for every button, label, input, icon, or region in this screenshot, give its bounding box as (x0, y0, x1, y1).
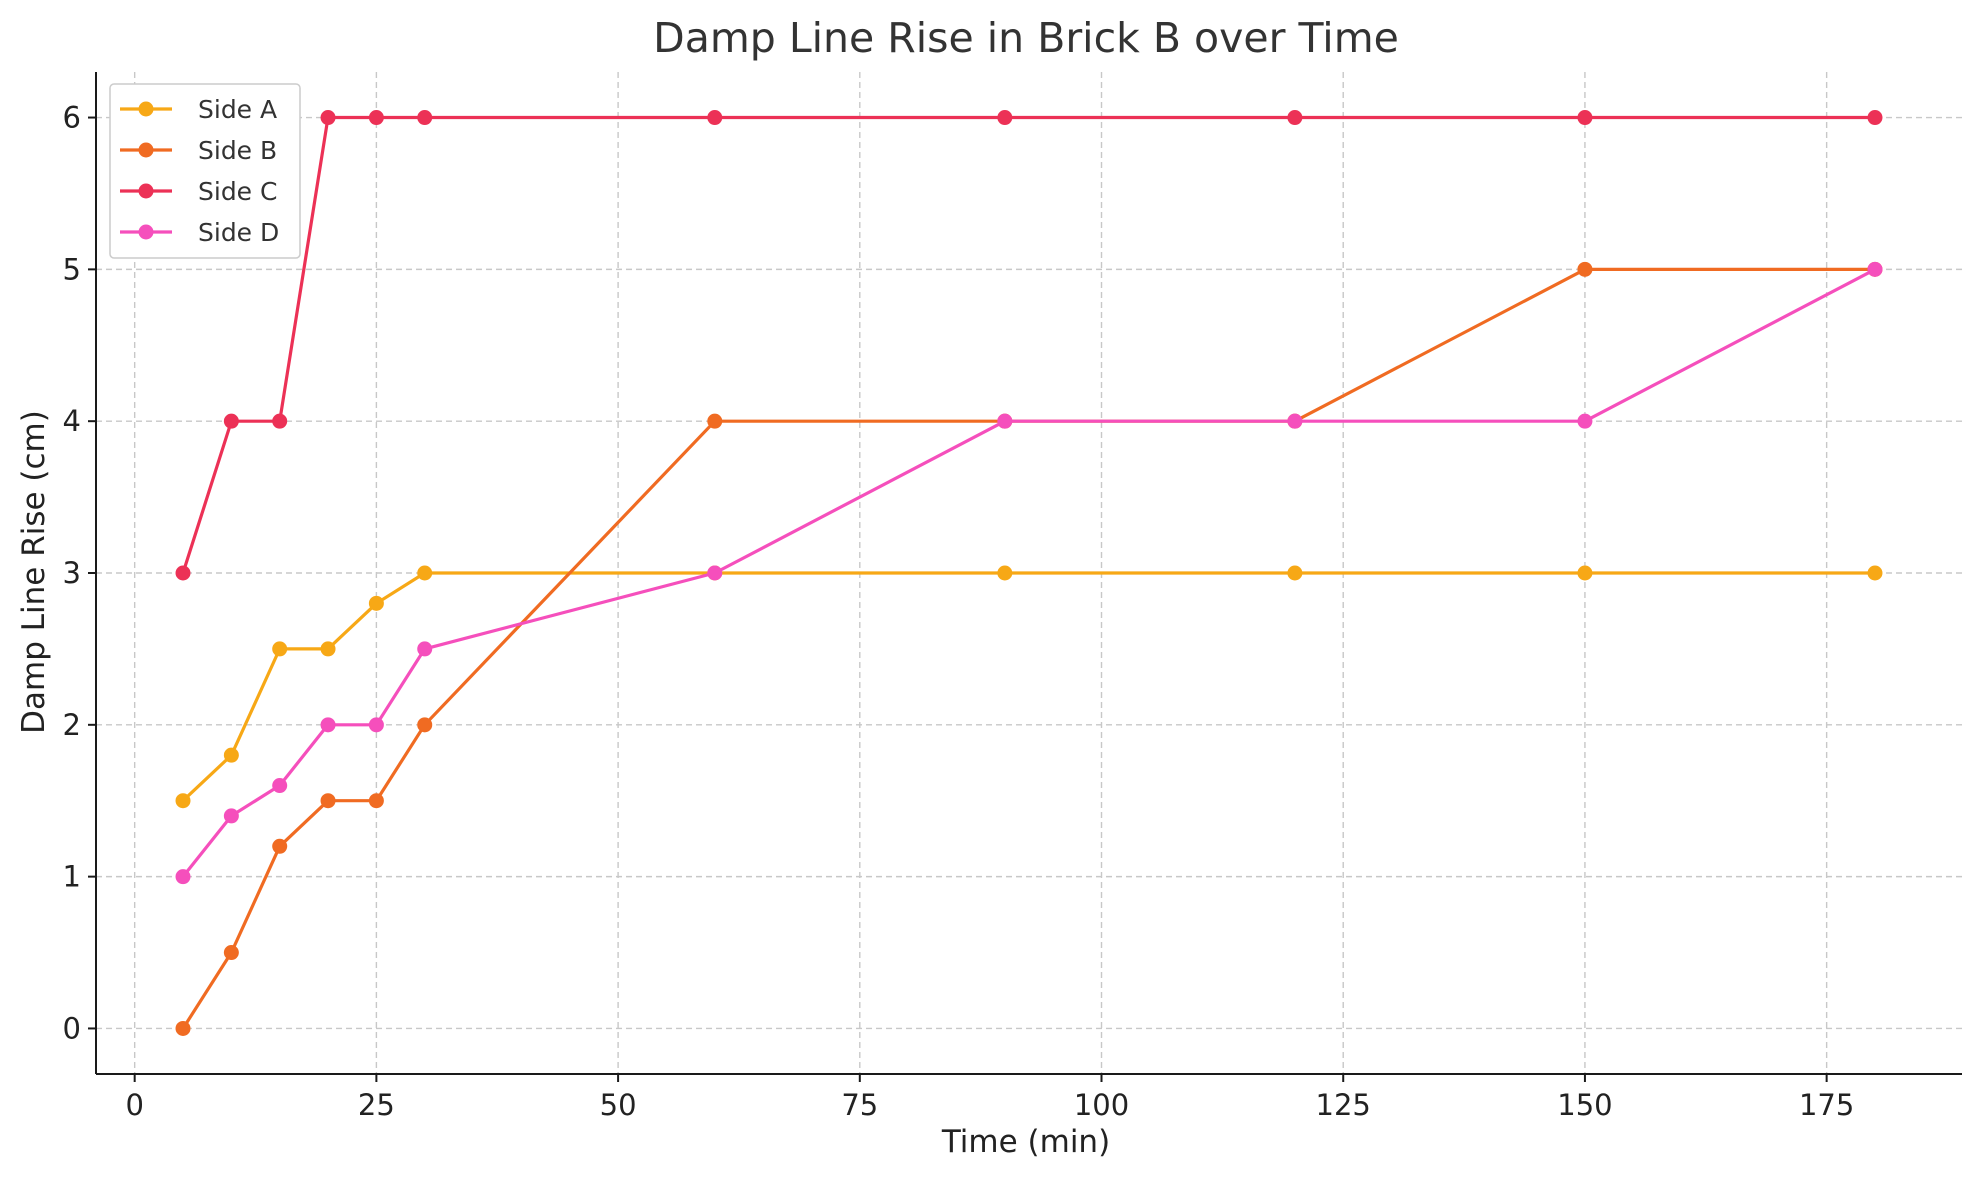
x-tick-label: 125 (1316, 1088, 1371, 1122)
x-tick-label: 25 (358, 1088, 395, 1122)
data-point-side-c (417, 110, 433, 126)
data-point-side-a (1867, 565, 1883, 581)
series-line-side-c (181, 115, 1875, 574)
legend-label: Side D (198, 218, 279, 247)
data-point-side-d (707, 565, 723, 581)
x-tick-label: 175 (1799, 1088, 1854, 1122)
data-point-side-c (1287, 110, 1303, 126)
data-point-side-d (320, 717, 336, 733)
series-side-d (175, 261, 1883, 885)
y-tick-label: 1 (63, 860, 81, 894)
data-point-side-b (175, 1020, 191, 1036)
data-point-side-d (272, 778, 288, 794)
legend: Side A Side B Side C Side D (109, 83, 301, 259)
y-tick-label: 4 (63, 404, 81, 438)
x-tick-label: 75 (841, 1088, 878, 1122)
data-point-side-a (1577, 565, 1593, 581)
axes-layer: 0 25 50 75 100 125 150 175 0 1 2 3 4 5 6 (63, 72, 1962, 1122)
data-point-side-d (368, 717, 384, 733)
data-point-side-c (997, 110, 1013, 126)
data-point-side-a (223, 747, 239, 763)
data-point-side-c (272, 413, 288, 429)
legend-swatch-marker (138, 183, 154, 199)
data-point-side-a (997, 565, 1013, 581)
data-point-side-d (1287, 413, 1303, 429)
chart-title: Damp Line Rise in Brick B over Time (653, 14, 1399, 62)
data-point-side-a (417, 565, 433, 581)
y-tick-label: 2 (63, 708, 81, 742)
data-point-side-d (997, 413, 1013, 429)
legend-swatch-marker (138, 142, 154, 158)
y-tick-label: 6 (63, 101, 81, 135)
data-point-side-c (175, 565, 191, 581)
y-tick-label: 5 (63, 252, 81, 286)
x-tick-label: 100 (1074, 1088, 1129, 1122)
data-point-side-c (1867, 110, 1883, 126)
data-point-side-c (320, 110, 336, 126)
data-point-side-b (1577, 261, 1593, 277)
data-point-side-c (223, 413, 239, 429)
data-point-side-d (417, 641, 433, 657)
data-point-side-b (417, 717, 433, 733)
data-point-side-a (320, 641, 336, 657)
legend-label: Side A (198, 95, 277, 124)
data-point-side-b (368, 793, 384, 809)
data-point-side-d (223, 808, 239, 824)
legend-item-side-d: Side D (120, 218, 279, 247)
data-point-side-b (272, 838, 288, 854)
data-point-side-b (223, 945, 239, 961)
data-point-side-c (368, 110, 384, 126)
series-line-side-a (181, 571, 1875, 802)
data-point-side-a (272, 641, 288, 657)
data-point-side-b (707, 413, 723, 429)
legend-item-side-b: Side B (120, 136, 277, 165)
data-point-side-a (1287, 565, 1303, 581)
series-line-side-b (181, 267, 1875, 1030)
y-tick-label: 0 (63, 1011, 81, 1045)
legend-frame (109, 83, 301, 259)
x-tick-label: 50 (600, 1088, 637, 1122)
y-tick-label: 3 (63, 556, 81, 590)
legend-label: Side C (198, 177, 277, 206)
x-tick-label: 0 (125, 1088, 143, 1122)
legend-item-side-a: Side A (120, 95, 277, 124)
data-point-side-c (1577, 110, 1593, 126)
legend-swatch-marker (138, 101, 154, 117)
y-axis-label: Damp Line Rise (cm) (16, 410, 52, 734)
legend-label: Side B (198, 136, 277, 165)
legend-swatch-marker (138, 224, 154, 240)
data-point-side-c (707, 110, 723, 126)
data-point-side-d (1867, 261, 1883, 277)
x-tick-label: 150 (1557, 1088, 1612, 1122)
data-point-side-d (175, 869, 191, 885)
data-point-side-b (320, 793, 336, 809)
data-point-side-a (368, 595, 384, 611)
legend-item-side-c: Side C (120, 177, 277, 206)
series-layer (175, 110, 1883, 1036)
series-side-a (175, 565, 1883, 809)
data-point-side-d (1577, 413, 1593, 429)
x-axis-label: Time (min) (941, 1124, 1110, 1160)
series-side-c (175, 110, 1883, 581)
data-point-side-a (175, 793, 191, 809)
